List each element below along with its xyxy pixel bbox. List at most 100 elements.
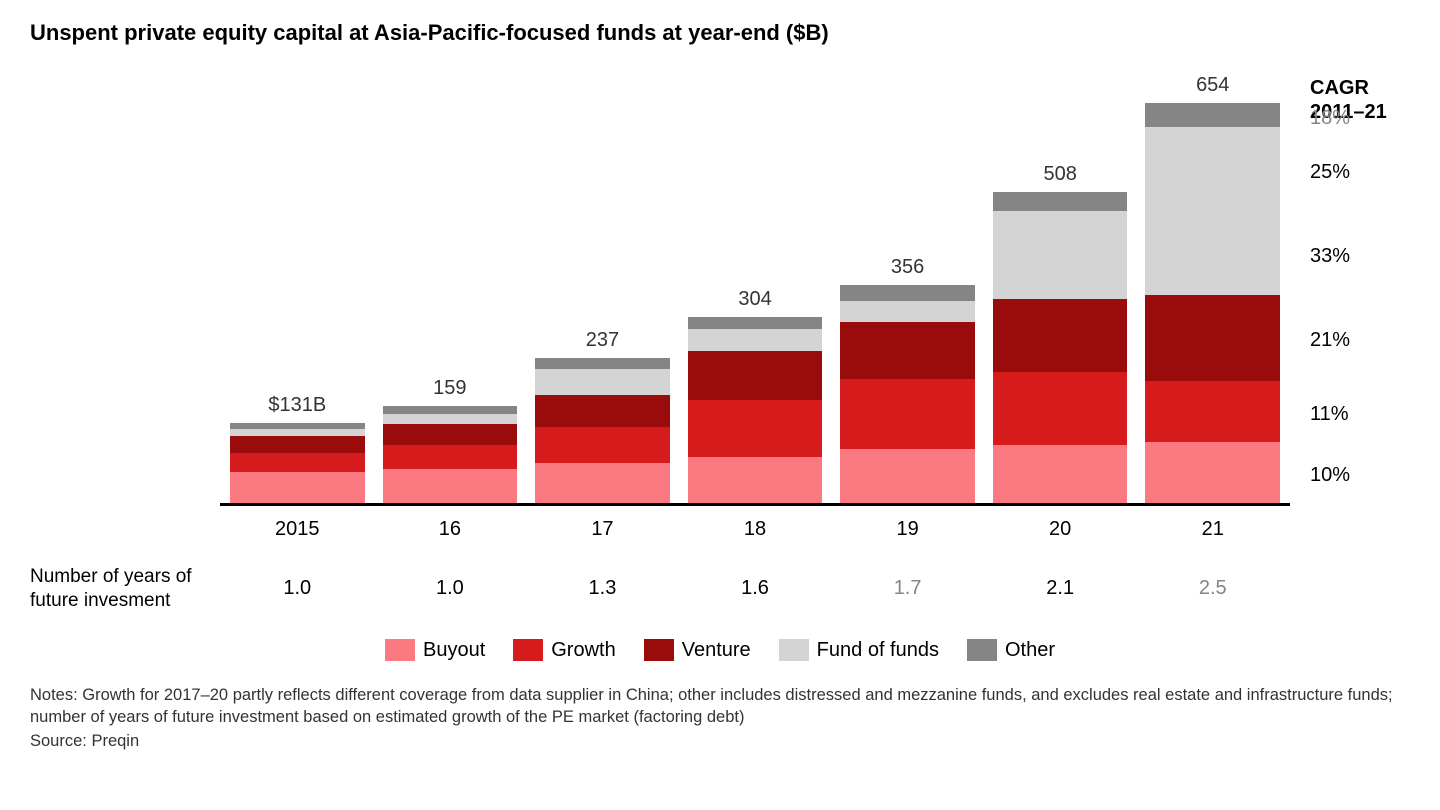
bar-segment-fof bbox=[383, 414, 518, 424]
x-axis-label: 20 bbox=[993, 518, 1128, 541]
bar-column: 508 bbox=[993, 76, 1128, 503]
bar-total-label: $131B bbox=[268, 394, 326, 417]
bar-stack bbox=[993, 192, 1128, 503]
bar-segment-fof bbox=[993, 211, 1128, 300]
legend-swatch bbox=[644, 639, 674, 661]
source-text: Source: Preqin bbox=[30, 732, 1410, 751]
bar-segment-buyout bbox=[993, 445, 1128, 503]
legend-label: Venture bbox=[682, 639, 751, 662]
bar-segment-fof bbox=[688, 329, 823, 351]
bar-segment-buyout bbox=[688, 457, 823, 503]
x-axis-label: 2015 bbox=[230, 518, 365, 541]
bar-segment-other bbox=[1145, 103, 1280, 127]
cagr-column: CAGR 2011–21 18%25%33%21%11%10% bbox=[1290, 76, 1410, 506]
x-axis-labels: 2015 16 17 18 19 20 21 bbox=[220, 518, 1290, 541]
chart-main: $131B 159 237 304 356 508 654 2015 16 17 18 19 20 21 bbox=[220, 76, 1290, 541]
bar-segment-venture bbox=[383, 424, 518, 445]
bar-segment-venture bbox=[1145, 295, 1280, 381]
legend: Buyout Growth Venture Fund of funds Other bbox=[30, 639, 1410, 662]
bar-segment-buyout bbox=[840, 449, 975, 503]
bar-segment-growth bbox=[688, 400, 823, 457]
x-axis-label: 18 bbox=[688, 518, 823, 541]
legend-item: Venture bbox=[644, 639, 751, 662]
cagr-value: 18% bbox=[1310, 106, 1350, 130]
bar-segment-fof bbox=[535, 369, 670, 395]
future-years-value: 1.0 bbox=[383, 577, 518, 600]
bar-segment-venture bbox=[535, 395, 670, 427]
bar-segment-fof bbox=[230, 429, 365, 436]
cagr-value: 25% bbox=[1310, 131, 1350, 215]
future-years-value: 2.1 bbox=[993, 577, 1128, 600]
future-years-value: 2.5 bbox=[1145, 577, 1280, 600]
bar-segment-buyout bbox=[383, 469, 518, 503]
cagr-value: 33% bbox=[1310, 214, 1350, 298]
legend-item: Buyout bbox=[385, 639, 485, 662]
bar-column: 356 bbox=[840, 76, 975, 503]
bar-segment-venture bbox=[688, 351, 823, 400]
bar-stack bbox=[230, 423, 365, 503]
future-years-row: Number of years of future invesment 1.01… bbox=[30, 565, 1410, 613]
bar-stack bbox=[535, 358, 670, 503]
bar-stack bbox=[688, 317, 823, 503]
bar-column: 159 bbox=[383, 76, 518, 503]
bar-segment-buyout bbox=[535, 463, 670, 503]
bar-segment-buyout bbox=[230, 472, 365, 503]
x-axis-label: 19 bbox=[840, 518, 975, 541]
bar-column: 654 bbox=[1145, 76, 1280, 503]
notes-text: Notes: Growth for 2017–20 partly reflect… bbox=[30, 684, 1410, 729]
bar-total-label: 654 bbox=[1196, 74, 1229, 97]
bar-segment-venture bbox=[993, 299, 1128, 371]
bar-column: $131B bbox=[230, 76, 365, 503]
future-years-value: 1.6 bbox=[688, 577, 823, 600]
legend-label: Buyout bbox=[423, 639, 485, 662]
legend-item: Other bbox=[967, 639, 1055, 662]
cagr-value: 11% bbox=[1310, 384, 1350, 445]
future-years-value: 1.3 bbox=[535, 577, 670, 600]
legend-item: Fund of funds bbox=[779, 639, 939, 662]
bar-total-label: 356 bbox=[891, 256, 924, 279]
bar-segment-other bbox=[383, 406, 518, 414]
future-years-label: Number of years of future invesment bbox=[30, 565, 220, 613]
bar-column: 304 bbox=[688, 76, 823, 503]
x-axis-label: 17 bbox=[535, 518, 670, 541]
bar-total-label: 304 bbox=[738, 288, 771, 311]
future-years-value: 1.7 bbox=[840, 577, 975, 600]
bar-total-label: 237 bbox=[586, 329, 619, 352]
bar-segment-other bbox=[840, 285, 975, 300]
bar-segment-other bbox=[535, 358, 670, 369]
bar-segment-venture bbox=[230, 436, 365, 453]
bar-segment-growth bbox=[840, 379, 975, 449]
bar-segment-growth bbox=[535, 427, 670, 464]
bar-segment-growth bbox=[1145, 381, 1280, 442]
bar-stack bbox=[383, 406, 518, 503]
cagr-values: 18%25%33%21%11%10% bbox=[1310, 106, 1350, 506]
future-years-value: 1.0 bbox=[230, 577, 365, 600]
bar-segment-fof bbox=[840, 301, 975, 322]
legend-label: Fund of funds bbox=[817, 639, 939, 662]
bar-segment-other bbox=[993, 192, 1128, 210]
legend-swatch bbox=[967, 639, 997, 661]
bar-segment-fof bbox=[1145, 127, 1280, 295]
bar-column: 237 bbox=[535, 76, 670, 503]
bar-segment-venture bbox=[840, 322, 975, 379]
bar-segment-growth bbox=[993, 372, 1128, 445]
x-axis-label: 16 bbox=[383, 518, 518, 541]
bar-total-label: 159 bbox=[433, 377, 466, 400]
legend-item: Growth bbox=[513, 639, 615, 662]
legend-label: Growth bbox=[551, 639, 615, 662]
bar-stack bbox=[840, 285, 975, 503]
bar-segment-growth bbox=[230, 453, 365, 473]
future-years-values: 1.0 1.0 1.3 1.6 1.7 2.1 2.5 bbox=[220, 577, 1290, 600]
legend-swatch bbox=[385, 639, 415, 661]
cagr-value: 10% bbox=[1310, 445, 1350, 506]
bar-stack bbox=[1145, 103, 1280, 503]
bars-area: $131B 159 237 304 356 508 654 bbox=[220, 76, 1290, 506]
chart-container: $131B 159 237 304 356 508 654 2015 16 17 18 19 20 21… bbox=[30, 76, 1410, 541]
chart-title: Unspent private equity capital at Asia-P… bbox=[30, 20, 1410, 46]
bar-segment-growth bbox=[383, 445, 518, 469]
cagr-header-l1: CAGR bbox=[1310, 77, 1369, 99]
x-axis-label: 21 bbox=[1145, 518, 1280, 541]
bar-segment-other bbox=[688, 317, 823, 329]
legend-swatch bbox=[513, 639, 543, 661]
cagr-value: 21% bbox=[1310, 298, 1350, 384]
